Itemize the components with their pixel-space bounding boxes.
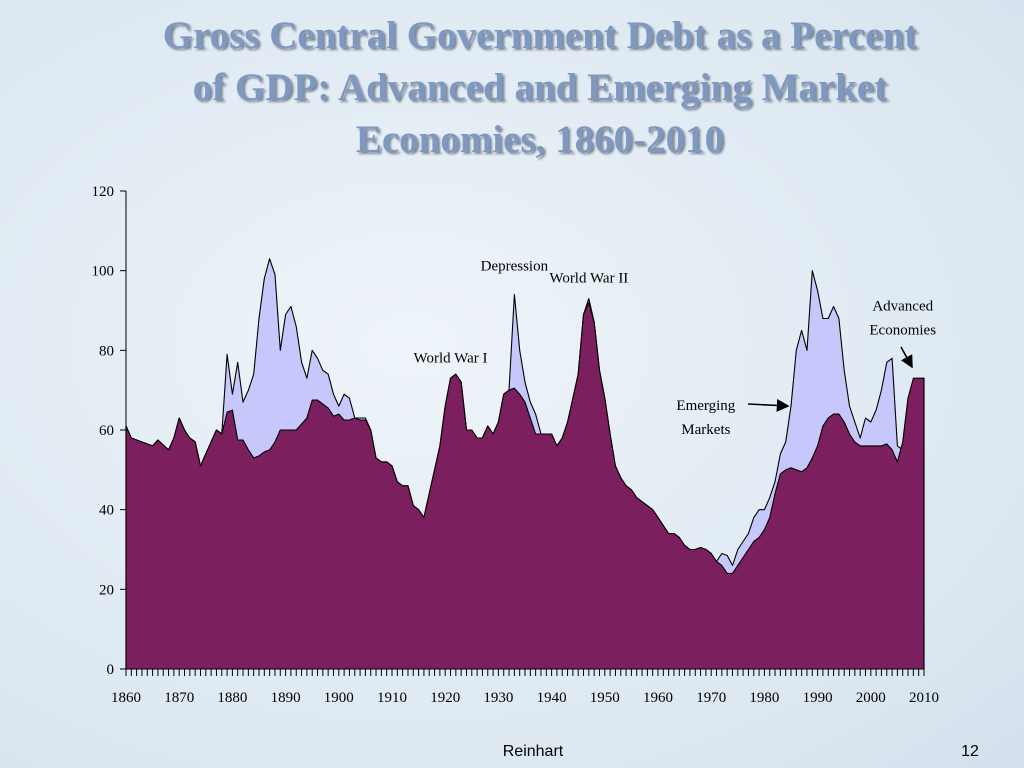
x-tick-label: 1900 <box>324 690 354 706</box>
y-tick-label: 60 <box>99 423 114 439</box>
annotation-label: Economies <box>869 322 936 338</box>
annotation-label: Emerging <box>676 398 735 414</box>
emerging-markets-arrow <box>747 399 790 412</box>
x-tick-label: 1960 <box>643 690 673 706</box>
y-tick-label: 80 <box>99 343 114 359</box>
slide-title: Gross Central Government Debt as a Perce… <box>70 10 1010 166</box>
title-line-2: of GDP: Advanced and Emerging Market <box>192 66 888 109</box>
y-tick-label: 20 <box>99 582 114 598</box>
annotation-label: Depression <box>481 259 549 275</box>
advanced-economies-area <box>125 301 925 670</box>
x-tick-label: 1860 <box>111 690 141 706</box>
annotation-label: Markets <box>681 422 730 438</box>
x-tick-label: 1990 <box>803 690 833 706</box>
annotation-label: Advanced <box>872 299 933 315</box>
x-tick-label: 1880 <box>217 690 247 706</box>
x-tick-label: 1870 <box>164 690 194 706</box>
x-tick-label: 1910 <box>377 690 407 706</box>
y-tick-label: 120 <box>92 184 115 200</box>
footer-author: Reinhart <box>502 743 564 760</box>
page-number: 12 <box>961 743 979 760</box>
annotation-label: World War I <box>414 350 488 366</box>
x-tick-label: 1920 <box>430 690 460 706</box>
x-tick-label: 2010 <box>909 690 939 706</box>
x-tick-label: 2000 <box>856 690 886 706</box>
y-tick-label: 0 <box>107 662 115 678</box>
x-tick-label: 1930 <box>483 690 513 706</box>
annotation-label: World War II <box>549 271 628 287</box>
x-tick-label: 1970 <box>696 690 726 706</box>
title-line-3: Economies, 1860-2010 <box>355 118 725 161</box>
x-tick-label: 1980 <box>749 690 779 706</box>
y-tick-label: 40 <box>99 503 114 519</box>
y-tick-label: 100 <box>92 264 115 280</box>
x-tick-label: 1950 <box>590 690 620 706</box>
x-tick-label: 1890 <box>271 690 301 706</box>
title-line-1: Gross Central Government Debt as a Perce… <box>162 14 918 57</box>
advanced-economies-arrow <box>900 346 913 369</box>
x-tick-label: 1940 <box>537 690 567 706</box>
